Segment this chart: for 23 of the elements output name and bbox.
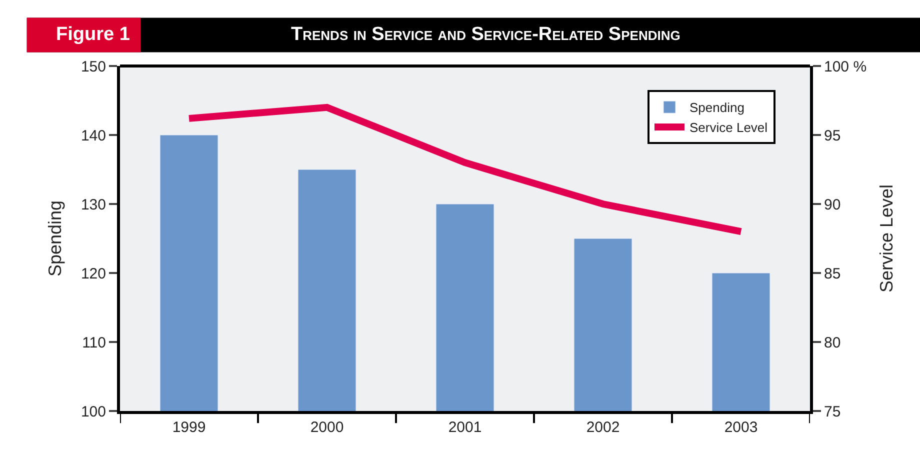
y2-tick-label: 95 [824,127,841,144]
x-tick-label: 2001 [448,419,482,436]
y-tick-label: 110 [82,334,106,352]
y-tick-label: 130 [80,196,106,214]
y2-tick-label: 75 [824,403,841,420]
x-tick-label: 2002 [586,419,620,436]
x-tick-label: 2000 [310,419,344,436]
y2-tick-label: 100 % [824,58,867,76]
legend-label: Spending [690,100,744,116]
y-tick-label: 100 [80,403,106,420]
y2-tick-label: 90 [824,196,841,214]
x-tick-label: 1999 [172,419,206,436]
y-tick-label: 120 [80,265,106,282]
chart-title: Trends in Service and Service-Related Spending [291,24,680,45]
caption: Figure 1 [56,24,130,45]
x-tick-label: 2003 [724,419,758,436]
y2-axis-title: Service Level [876,184,897,293]
y2-tick-label: 85 [824,265,841,282]
y-axis-title: Spending [45,200,66,277]
y2-tick-label: 80 [824,334,841,352]
y-tick-label: 150 [80,58,106,76]
legend-label: Service Level [690,120,768,136]
y-tick-label: 140 [80,127,106,144]
